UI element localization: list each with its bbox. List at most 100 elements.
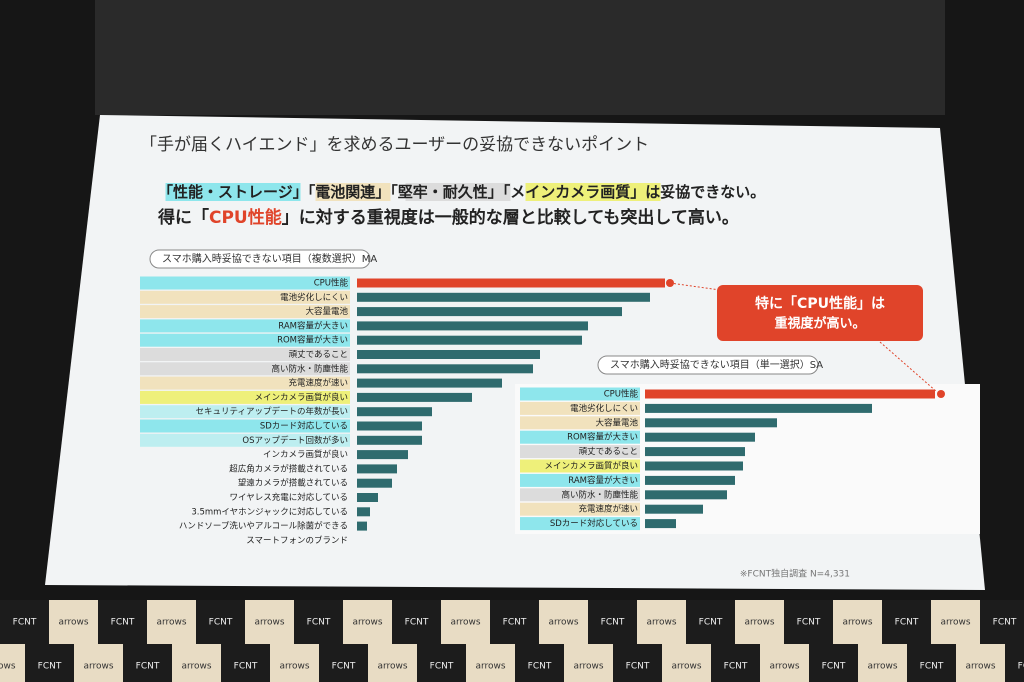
bar (357, 507, 370, 517)
backdrop-logo: FCNT (38, 662, 62, 672)
backdrop-logo: FCNT (699, 618, 723, 628)
backdrop-logo: arrows (58, 618, 88, 628)
backdrop-cell (588, 600, 637, 644)
category-label: 高い防水・防塵性能 (271, 363, 348, 374)
bar (357, 478, 392, 488)
category-label: インカメラ画質が良い (263, 449, 348, 460)
category-label: 望遠カメラが搭載されている (238, 478, 348, 489)
backdrop-cell (368, 644, 417, 682)
callout-box (717, 285, 923, 341)
bar (357, 521, 367, 531)
bar (357, 292, 650, 302)
backdrop-cell (221, 644, 270, 682)
backdrop-cell (980, 600, 1024, 644)
backdrop-logo: FCNT (111, 618, 135, 628)
footnote: ※FCNT独自調査 N=4,331 (740, 568, 850, 580)
backdrop-logo: FCNT (332, 662, 356, 672)
subtitle-segment: CPU性能 (209, 207, 282, 228)
bar (357, 321, 588, 331)
label-highlight (140, 362, 350, 376)
bar (357, 435, 422, 445)
bar (645, 461, 743, 471)
backdrop-cell (735, 600, 784, 644)
backdrop-logo: FCNT (528, 662, 552, 672)
chart-title-box (597, 355, 819, 375)
highlight (525, 183, 661, 201)
subtitle-segment: 「性能・ストレージ」 (158, 183, 308, 201)
backdrop-cell (392, 600, 441, 644)
label-highlight (140, 290, 350, 304)
bar (357, 378, 502, 388)
category-label: ハンドソープ洗いやアルコール除菌ができる (179, 521, 348, 532)
label-highlight (140, 405, 350, 419)
backdrop-cell (0, 644, 25, 682)
subtitle: 得に「CPU性能」に対する重視度は一般的な層と比較しても突出して高い。 (157, 207, 739, 228)
category-label: 大容量電池 (305, 306, 348, 317)
backdrop-logo: FCNT (307, 618, 331, 628)
category-label: 大容量電池 (595, 417, 638, 428)
label-highlight (520, 416, 640, 430)
backdrop-cell (809, 644, 858, 682)
category-label: 頑丈であること (289, 349, 348, 360)
backdrop-cell (172, 644, 221, 682)
backdrop-logo: arrows (181, 662, 211, 672)
backdrop-logo: arrows (671, 662, 701, 672)
bar (645, 519, 676, 529)
backdrop-cell (833, 600, 882, 644)
backdrop-logo: FCNT (822, 662, 846, 672)
backdrop-cell (490, 600, 539, 644)
category-label: 頑丈であること (579, 446, 638, 457)
backdrop-cell (0, 600, 49, 644)
bar (357, 464, 397, 474)
category-label: SDカード対応している (260, 421, 348, 432)
label-highlight (520, 459, 640, 473)
category-label: メインカメラ画質が良い (544, 461, 638, 472)
backdrop-logo: FCNT (503, 618, 527, 628)
bar (645, 389, 935, 399)
highlight (315, 183, 391, 201)
backdrop-logo: arrows (254, 618, 284, 628)
category-label: 高い防水・防塵性能 (561, 489, 638, 500)
backdrop-logo: FCNT (626, 662, 650, 672)
category-label: SDカード対応している (550, 518, 638, 529)
backdrop-logo: FCNT (405, 618, 429, 628)
bar (357, 350, 540, 359)
backdrop: FCNT arrows FCNT arrows FCNT arrows FCNT arrows… (0, 600, 1024, 682)
marker (666, 279, 674, 287)
backdrop-cell (466, 644, 515, 682)
category-label: 3.5mmイヤホンジャックに対応している (191, 506, 348, 517)
bar (645, 490, 727, 500)
subtitle-segment: 「堅牢・耐久性」 (390, 183, 503, 201)
backdrop-logo: arrows (548, 618, 578, 628)
subtitle-segment: 得に「 (157, 207, 209, 228)
backdrop-cell (662, 644, 711, 682)
backdrop-logo: arrows (842, 618, 872, 628)
backdrop-cell (270, 644, 319, 682)
label-highlight (520, 430, 640, 444)
category-label: スマートフォンのブランド (246, 535, 348, 546)
category-label: RAM容量が大きい (568, 475, 638, 486)
bar (357, 335, 582, 345)
category-label: 充電速度が速い (288, 378, 348, 389)
backdrop-cell (686, 600, 735, 644)
chart-title: スマホ購入時妥協できない項目（複数選択）MA (162, 252, 377, 265)
subtitle-segment: は妥協できない。 (645, 183, 765, 201)
category-label: OSアップデート回数が多い (242, 435, 348, 446)
backdrop-logo: arrows (475, 662, 505, 672)
backdrop-cell (564, 644, 613, 682)
backdrop-cell (956, 644, 1005, 682)
backdrop-cell (907, 644, 956, 682)
bar (645, 504, 703, 514)
backdrop-cell (319, 644, 368, 682)
category-label: メインカメラ画質が良い (254, 392, 348, 403)
label-highlight (520, 401, 640, 415)
bar (357, 421, 422, 431)
backdrop-logo: arrows (279, 662, 309, 672)
bar (357, 493, 378, 502)
backdrop-logo: FCNT (209, 618, 233, 628)
label-highlight (520, 502, 640, 516)
category-label: 超広角カメラが搭載されている (229, 463, 348, 474)
backdrop-cell (760, 644, 809, 682)
category-label: CPU性能 (314, 278, 349, 289)
